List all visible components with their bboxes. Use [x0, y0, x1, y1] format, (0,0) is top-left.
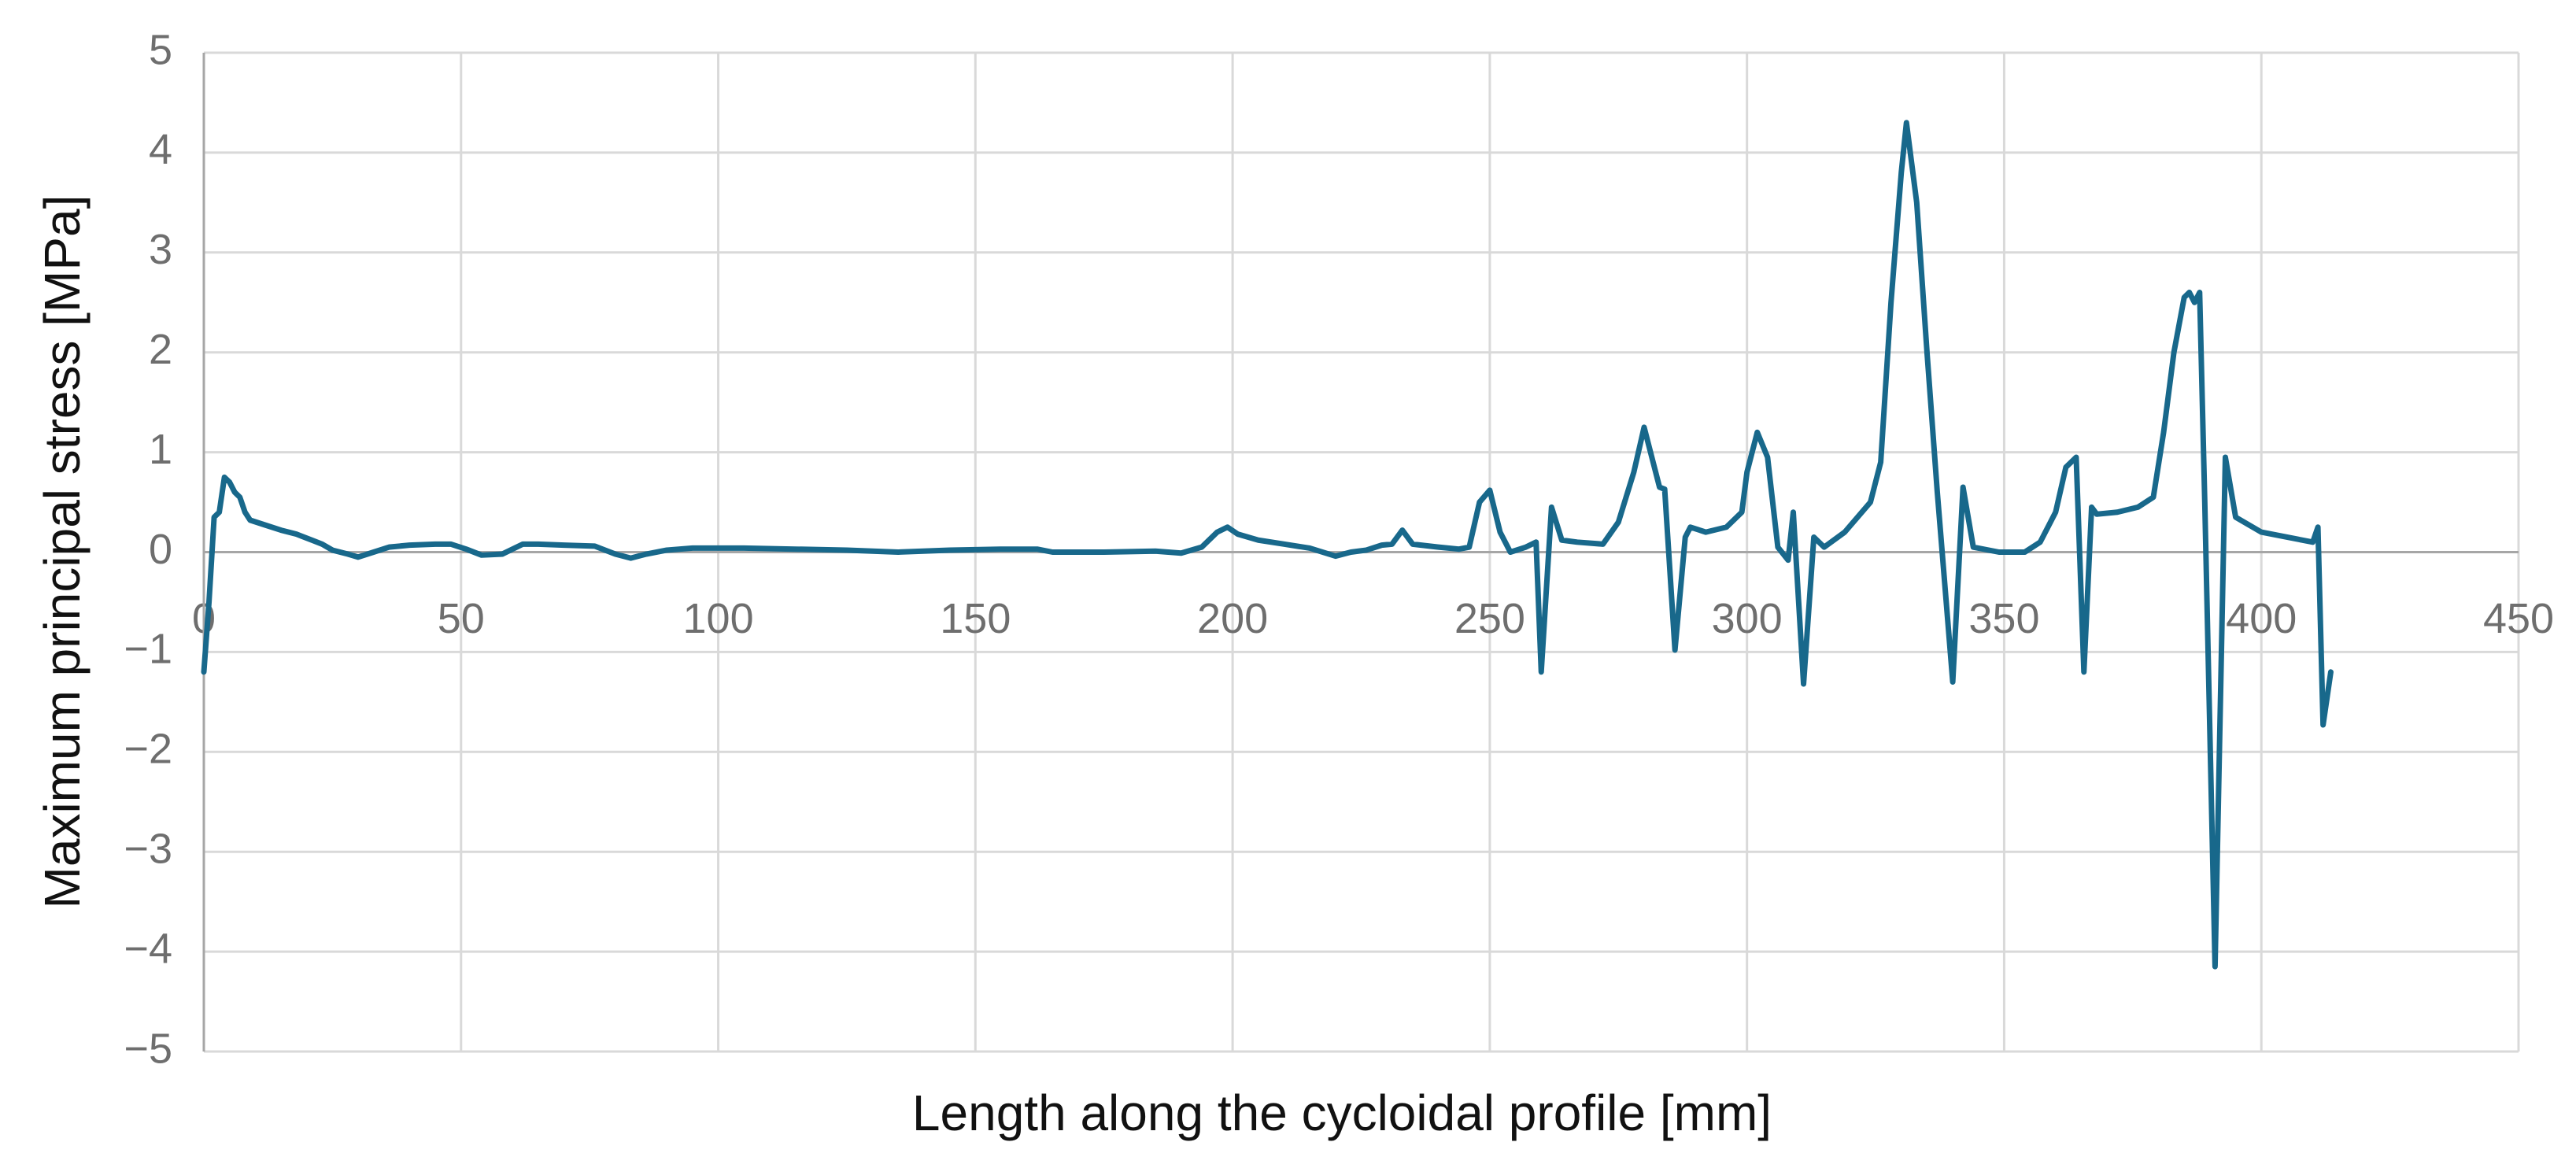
y-tick-label: −5 — [124, 1025, 172, 1072]
y-tick-label: 5 — [149, 26, 172, 73]
y-tick-label: 3 — [149, 226, 172, 273]
y-tick-label: −2 — [124, 726, 172, 773]
y-tick-label: −3 — [124, 825, 172, 872]
y-tick-label: 0 — [149, 526, 172, 573]
y-tick-label: −1 — [124, 626, 172, 673]
y-tick-label: −4 — [124, 925, 172, 972]
x-tick-label: 350 — [1968, 595, 2039, 642]
y-axis-title: Maximum principal stress [MPa] — [34, 195, 91, 909]
y-tick-label: 1 — [149, 426, 172, 473]
data-line — [201, 120, 2334, 970]
x-tick-label: 300 — [1712, 595, 1783, 642]
x-tick-label: 150 — [940, 595, 1011, 642]
x-tick-label: 250 — [1454, 595, 1525, 642]
y-tick-label: 2 — [149, 326, 172, 373]
x-tick-label: 450 — [2483, 595, 2554, 642]
x-axis-title: Length along the cycloidal profile [mm] — [912, 1085, 1772, 1141]
x-tick-label: 50 — [438, 595, 485, 642]
x-tick-label: 200 — [1197, 595, 1268, 642]
x-tick-label: 100 — [683, 595, 754, 642]
x-tick-label: 400 — [2226, 595, 2297, 642]
y-tick-label: 4 — [149, 126, 172, 173]
